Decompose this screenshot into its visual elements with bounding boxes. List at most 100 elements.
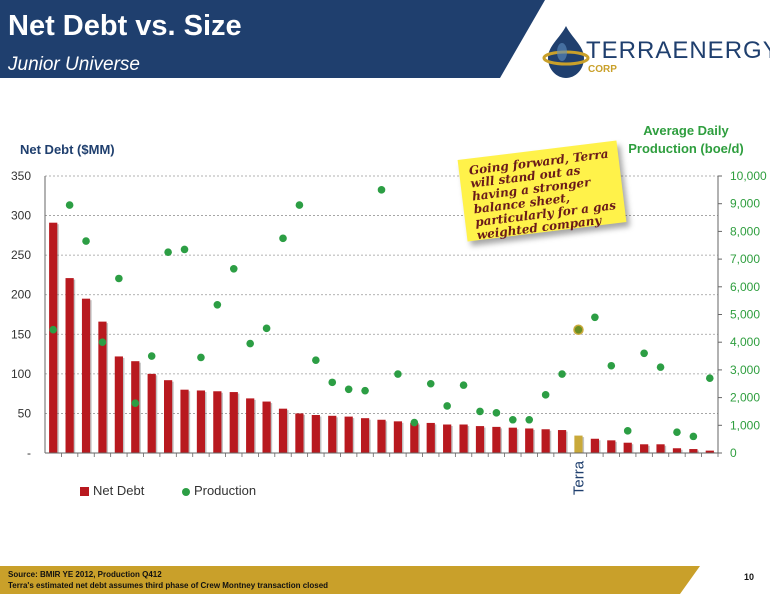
bar [590,438,599,453]
bar [180,389,189,453]
point [65,201,74,209]
footer-source: Source: BMIR YE 2012, Production Q412 [8,570,162,579]
bar [81,298,91,453]
bar [114,356,123,453]
oil-drop-icon [542,26,590,78]
bar-series-net-debt [49,222,716,453]
bar [164,380,173,453]
chart-legend: Net Debt Production [80,482,290,498]
right-tick-label: 6,000 [730,280,760,294]
bar [196,390,206,453]
point [115,274,123,283]
right-tick-label: 1,000 [730,418,760,432]
right-tick-label: 5,000 [730,308,760,322]
company-logo: TERRAENERGY CORP [542,26,770,78]
point [164,248,172,256]
point [147,352,156,360]
bar [311,415,320,453]
bar [65,278,74,453]
bar [640,444,649,453]
right-tick-label: 9,000 [730,197,760,211]
point [640,349,648,358]
point [459,381,468,389]
point [197,353,205,362]
bar [278,408,288,453]
point [541,391,550,399]
legend-label-production: Production [193,483,257,499]
bar [541,429,550,453]
right-tick-label: 3,000 [730,363,760,377]
bar [344,416,353,453]
bar [443,424,452,453]
left-tick-label: 50 [18,406,32,420]
right-axis-title-line1: Average Daily [643,123,729,138]
point [656,363,665,371]
bar [492,426,501,453]
point [394,370,402,378]
point [295,201,304,209]
point [410,418,419,427]
terra-label: Terra [570,460,587,495]
bar [360,418,370,453]
point [443,402,451,410]
bar [459,424,468,453]
bar [49,222,58,453]
bar [262,401,271,453]
bar [229,392,238,453]
bar-terra [574,435,583,453]
point [344,385,353,394]
footer-note: Terra's estimated net debt assumes third… [8,581,329,590]
right-axis-title-line2: Production (boe/d) [628,141,744,156]
net-debt-vs-production-chart: - 50 100 150 200 250 300 350 0 1,000 2,000 3,000 4,0… [11,169,767,495]
bar [557,430,567,453]
bar [672,448,682,453]
page-number: 10 [744,572,755,582]
logo-subtext: CORP [588,64,617,75]
point [312,356,320,365]
header-band [0,0,545,78]
point [49,325,58,334]
left-tick-label: 200 [11,288,31,302]
right-tick-label: 2,000 [730,391,760,405]
legend-item-net-debt: Net Debt [80,483,144,498]
point [492,409,501,417]
left-tick-label: 150 [11,327,31,341]
bar [607,440,616,453]
bar [705,450,714,453]
scatter-series-production [49,186,714,441]
right-tick-label: 7,000 [730,252,760,266]
right-axis-title: Average Daily Production (boe/d) [606,122,766,158]
point [623,427,632,435]
footer-band [0,566,776,594]
bar [508,427,517,453]
left-tick-label: 250 [11,248,31,262]
point [525,415,534,424]
bar [328,415,337,453]
point [213,301,222,309]
legend-bar-swatch [80,487,89,497]
bar [213,391,222,453]
bar [656,444,665,453]
bar [623,442,632,453]
point [262,324,271,333]
legend-item-production: Production [181,483,257,499]
point [705,374,714,383]
left-tick-label: 100 [11,367,31,381]
right-tick-label: 4,000 [730,335,760,349]
left-tick-label: 350 [11,169,31,183]
point [476,407,484,416]
point [82,237,90,245]
legend-label-net-debt: Net Debt [93,483,145,499]
bar [475,426,485,453]
bar [426,422,435,453]
point [246,339,254,348]
bar [377,419,386,453]
point [509,415,517,424]
point [591,313,599,322]
point [180,245,189,254]
slide-title: Net Debt vs. Size [8,10,242,42]
point [279,234,287,243]
bar [295,413,304,453]
right-tick-label: 0 [730,446,737,460]
bar [246,398,255,453]
